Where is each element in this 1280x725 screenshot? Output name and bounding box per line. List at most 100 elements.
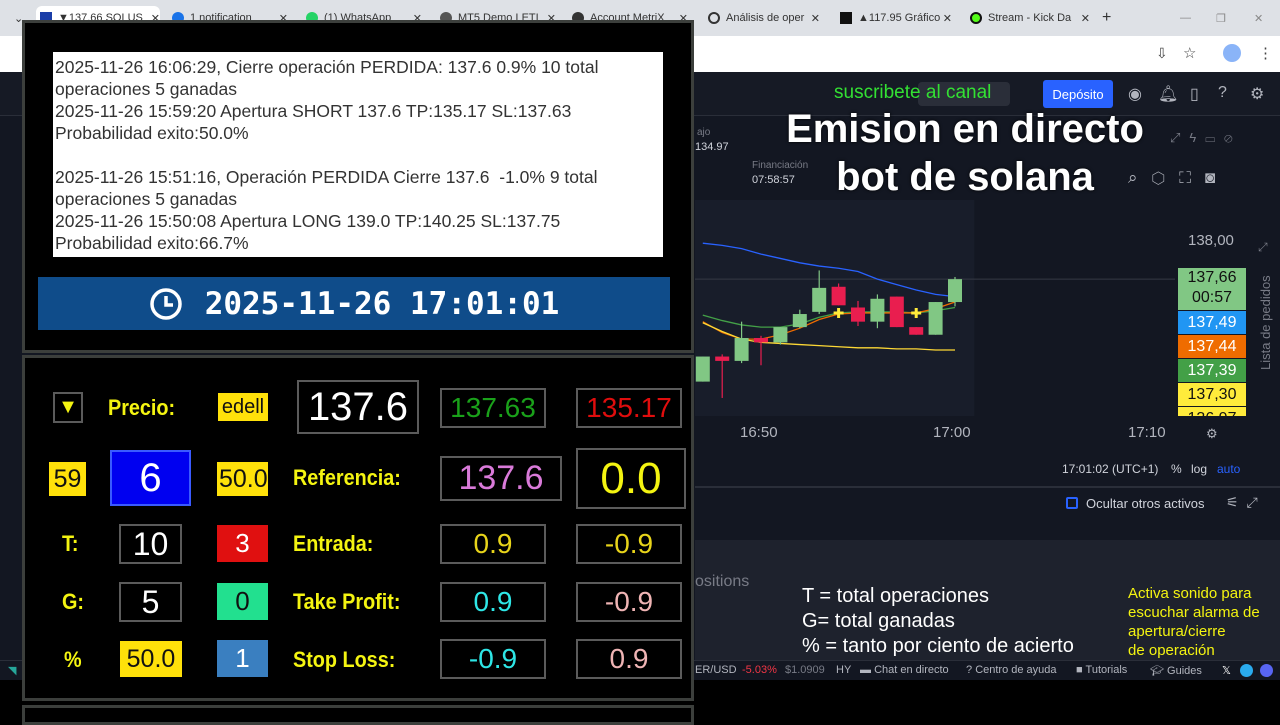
settings-icon[interactable]: ⚙	[1250, 86, 1265, 103]
bot-extra-window	[22, 705, 694, 725]
ticker-change: -5.03%	[742, 664, 777, 676]
subscribe-text: suscribete al canal	[834, 82, 992, 103]
minimize-icon[interactable]: —	[1180, 12, 1191, 24]
tab-7[interactable]: Stream - Kick Da ✕	[970, 6, 1090, 30]
axis-settings-icon[interactable]: ⚙	[1206, 426, 1218, 441]
search-box[interactable]	[918, 82, 1010, 106]
sl-value: 137.63	[440, 388, 546, 428]
candle-body	[734, 338, 749, 361]
candle-body	[870, 298, 885, 322]
close-tab-icon[interactable]: ✕	[278, 12, 288, 25]
telegram-icon[interactable]	[1240, 664, 1253, 677]
help-center-link[interactable]: ? Centro de ayuda	[966, 664, 1057, 676]
candle-body	[773, 327, 788, 343]
chat-link[interactable]: ▬ Chat en directo	[860, 664, 949, 676]
menu-icon[interactable]: ⋮	[1258, 45, 1273, 62]
tutorials-link[interactable]: ■ Tutorials	[1076, 664, 1128, 676]
positions-panel	[695, 540, 1280, 660]
ticker-pair[interactable]: ER/USD	[695, 664, 737, 676]
candle-body	[792, 314, 807, 328]
legend-line: T = total operaciones	[802, 585, 989, 607]
direction-indicator: ▼	[53, 392, 83, 423]
price-axis[interactable]: 138,00 137,66 00:57 137,49 137,44 137,39 137,…	[1176, 200, 1248, 416]
sound-note-line: de operación	[1128, 642, 1215, 659]
new-tab-button[interactable]: +	[1102, 9, 1112, 26]
close-tab-icon[interactable]: ✕	[942, 12, 952, 25]
candle-body	[695, 356, 710, 382]
profile-avatar[interactable]	[1223, 44, 1241, 62]
sound-note-line: escuchar alarma de	[1128, 604, 1260, 621]
close-tab-icon[interactable]: ✕	[546, 12, 556, 25]
log-entry: 2025-11-26 15:59:20 Apertura SHORT 137.6…	[55, 101, 577, 143]
stream-title-line: Emision en directo	[786, 107, 1144, 151]
percent-label: %	[64, 647, 82, 672]
hide-assets-checkbox[interactable]	[1066, 497, 1078, 509]
link-label: Chat en directo	[874, 664, 949, 676]
positions-tab[interactable]: ositions	[695, 573, 750, 590]
x-icon[interactable]: 𝕏	[1222, 665, 1231, 677]
auto-toggle[interactable]: auto	[1217, 462, 1241, 476]
g-label: G:	[62, 589, 85, 614]
openai-icon	[708, 12, 720, 24]
clock-datetime: 2025-11-26 17:01:01	[204, 285, 560, 322]
legend-line: % = tanto por ciento de acierto	[802, 635, 1074, 657]
close-window-icon[interactable]: ✕	[1254, 12, 1264, 25]
entrada-value: -0.9	[576, 524, 682, 564]
tab-5[interactable]: Análisis de oper ✕	[708, 6, 820, 30]
reference-value: 137.6	[440, 456, 562, 501]
candle-body	[851, 307, 865, 322]
candle-body	[948, 279, 962, 303]
stat-value: 134.97	[695, 141, 729, 153]
order-list-tab[interactable]: Lista de pedidos	[1258, 275, 1273, 370]
tp-value: 135.17	[576, 388, 682, 428]
price-label: 138,00	[1188, 232, 1234, 249]
mobile-icon[interactable]: ▯	[1190, 86, 1199, 103]
close-tab-icon[interactable]: ✕	[678, 12, 688, 25]
price-tag: 136,97	[1178, 407, 1246, 416]
log-toggle[interactable]: log	[1191, 462, 1208, 476]
candle-body	[812, 287, 827, 312]
ticker-pair[interactable]: HY	[836, 664, 852, 676]
candlestick-chart[interactable]	[695, 200, 1175, 416]
price-tag: 137,44	[1178, 335, 1246, 358]
discord-icon[interactable]	[1260, 664, 1273, 677]
bookmark-star-icon[interactable]: ☆	[1183, 45, 1197, 62]
expand-icon[interactable]: ⤢	[1258, 240, 1268, 254]
close-tab-icon[interactable]: ✕	[1080, 12, 1090, 25]
close-tab-icon[interactable]: ✕	[150, 12, 160, 25]
take-profit-value: 0.9	[440, 582, 546, 622]
chart-tools-icons[interactable]: ⌕⬡⛶◙	[1128, 168, 1230, 187]
help-icon[interactable]: ?	[1218, 84, 1227, 101]
stat-label: Financiación	[752, 160, 809, 171]
panel-icons[interactable]: ⚟⤢	[1226, 494, 1266, 510]
log-entry: 2025-11-26 15:50:08 Apertura LONG 139.0 …	[55, 211, 566, 253]
sound-note-line: Activa sonido para	[1128, 585, 1252, 602]
guides-link[interactable]: 🎓︎ Guides	[1150, 665, 1202, 677]
stream-title-line: bot de solana	[836, 155, 1094, 199]
stat-value: 07:58:57	[752, 174, 795, 186]
maximize-icon[interactable]: ❐	[1216, 12, 1226, 25]
percent-toggle[interactable]: %	[1171, 462, 1182, 476]
kick-icon	[970, 12, 982, 24]
chart-clock: 17:01:02 (UTC+1)	[1062, 462, 1159, 476]
take-profit-label: Take Profit:	[293, 589, 401, 614]
tab-search-button[interactable]: ⌄	[14, 12, 24, 25]
bell-icon[interactable]: 🔔︎	[1158, 86, 1179, 103]
ticker-price: $1.0909	[785, 664, 825, 676]
log-entry: 2025-11-26 15:51:16, Operación PERDIDA C…	[55, 167, 603, 209]
stream-title: Emision en directo bot de solana	[760, 105, 1170, 201]
deposit-button[interactable]: Depósito	[1043, 80, 1113, 108]
signal-marker	[833, 307, 844, 318]
chart-toolbar-icons[interactable]: ⤢ϟ▭⊘	[1170, 130, 1242, 145]
stop-loss-value: 0.9	[576, 639, 682, 679]
time-label: 17:00	[933, 424, 971, 441]
close-tab-icon[interactable]: ✕	[412, 12, 422, 25]
moving-average-line	[702, 242, 956, 298]
signal-marker	[911, 307, 922, 318]
tab-6[interactable]: ▲117.95 Gráfico ✕	[840, 6, 952, 30]
account-icon[interactable]: ◉	[1128, 86, 1142, 103]
install-icon[interactable]: ⇩	[1156, 45, 1168, 61]
close-tab-icon[interactable]: ✕	[810, 12, 820, 25]
candle-body	[889, 296, 904, 328]
link-label: Centro de ayuda	[975, 664, 1057, 676]
